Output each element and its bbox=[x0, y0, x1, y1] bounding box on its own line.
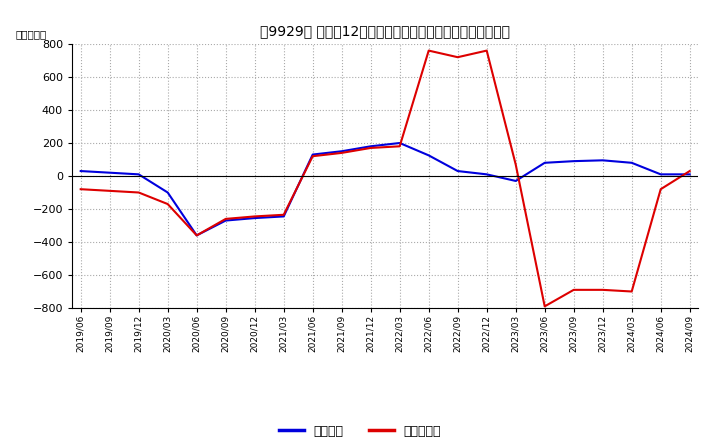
当期純利益 bbox=[163, 202, 172, 207]
当期純利益 bbox=[308, 154, 317, 159]
Title: ［9929］ 利益の12か月移動合計の対前年同期増減額の推移: ［9929］ 利益の12か月移動合計の対前年同期増減額の推移 bbox=[260, 25, 510, 39]
経常利益 bbox=[163, 190, 172, 195]
Line: 当期純利益: 当期純利益 bbox=[81, 51, 690, 306]
経常利益 bbox=[454, 169, 462, 174]
経常利益 bbox=[105, 170, 114, 175]
経常利益 bbox=[135, 172, 143, 177]
Legend: 経常利益, 当期純利益: 経常利益, 当期純利益 bbox=[274, 420, 446, 440]
当期純利益 bbox=[105, 188, 114, 194]
経常利益 bbox=[308, 152, 317, 157]
経常利益 bbox=[76, 169, 85, 174]
当期純利益 bbox=[192, 233, 201, 238]
当期純利益 bbox=[366, 145, 375, 150]
経常利益 bbox=[424, 153, 433, 158]
経常利益 bbox=[511, 178, 520, 183]
当期純利益 bbox=[338, 150, 346, 156]
当期純利益 bbox=[541, 304, 549, 309]
経常利益 bbox=[541, 160, 549, 165]
経常利益 bbox=[685, 172, 694, 177]
経常利益 bbox=[192, 233, 201, 238]
経常利益 bbox=[279, 214, 288, 219]
当期純利益 bbox=[279, 212, 288, 217]
当期純利益 bbox=[424, 48, 433, 53]
当期純利益 bbox=[76, 187, 85, 192]
経常利益 bbox=[598, 158, 607, 163]
Text: （百万円）: （百万円） bbox=[16, 29, 47, 39]
当期純利益 bbox=[135, 190, 143, 195]
経常利益 bbox=[221, 218, 230, 223]
経常利益 bbox=[482, 172, 491, 177]
経常利益 bbox=[570, 158, 578, 164]
当期純利益 bbox=[221, 216, 230, 222]
当期純利益 bbox=[251, 214, 259, 219]
経常利益 bbox=[657, 172, 665, 177]
Line: 経常利益: 経常利益 bbox=[81, 143, 690, 235]
経常利益 bbox=[366, 143, 375, 149]
経常利益 bbox=[627, 160, 636, 165]
当期純利益 bbox=[598, 287, 607, 293]
当期純利益 bbox=[570, 287, 578, 293]
当期純利益 bbox=[454, 55, 462, 60]
当期純利益 bbox=[482, 48, 491, 53]
当期純利益 bbox=[395, 143, 404, 149]
当期純利益 bbox=[511, 162, 520, 167]
経常利益 bbox=[251, 216, 259, 221]
当期純利益 bbox=[685, 169, 694, 174]
当期純利益 bbox=[627, 289, 636, 294]
経常利益 bbox=[338, 149, 346, 154]
経常利益 bbox=[395, 140, 404, 146]
当期純利益 bbox=[657, 187, 665, 192]
